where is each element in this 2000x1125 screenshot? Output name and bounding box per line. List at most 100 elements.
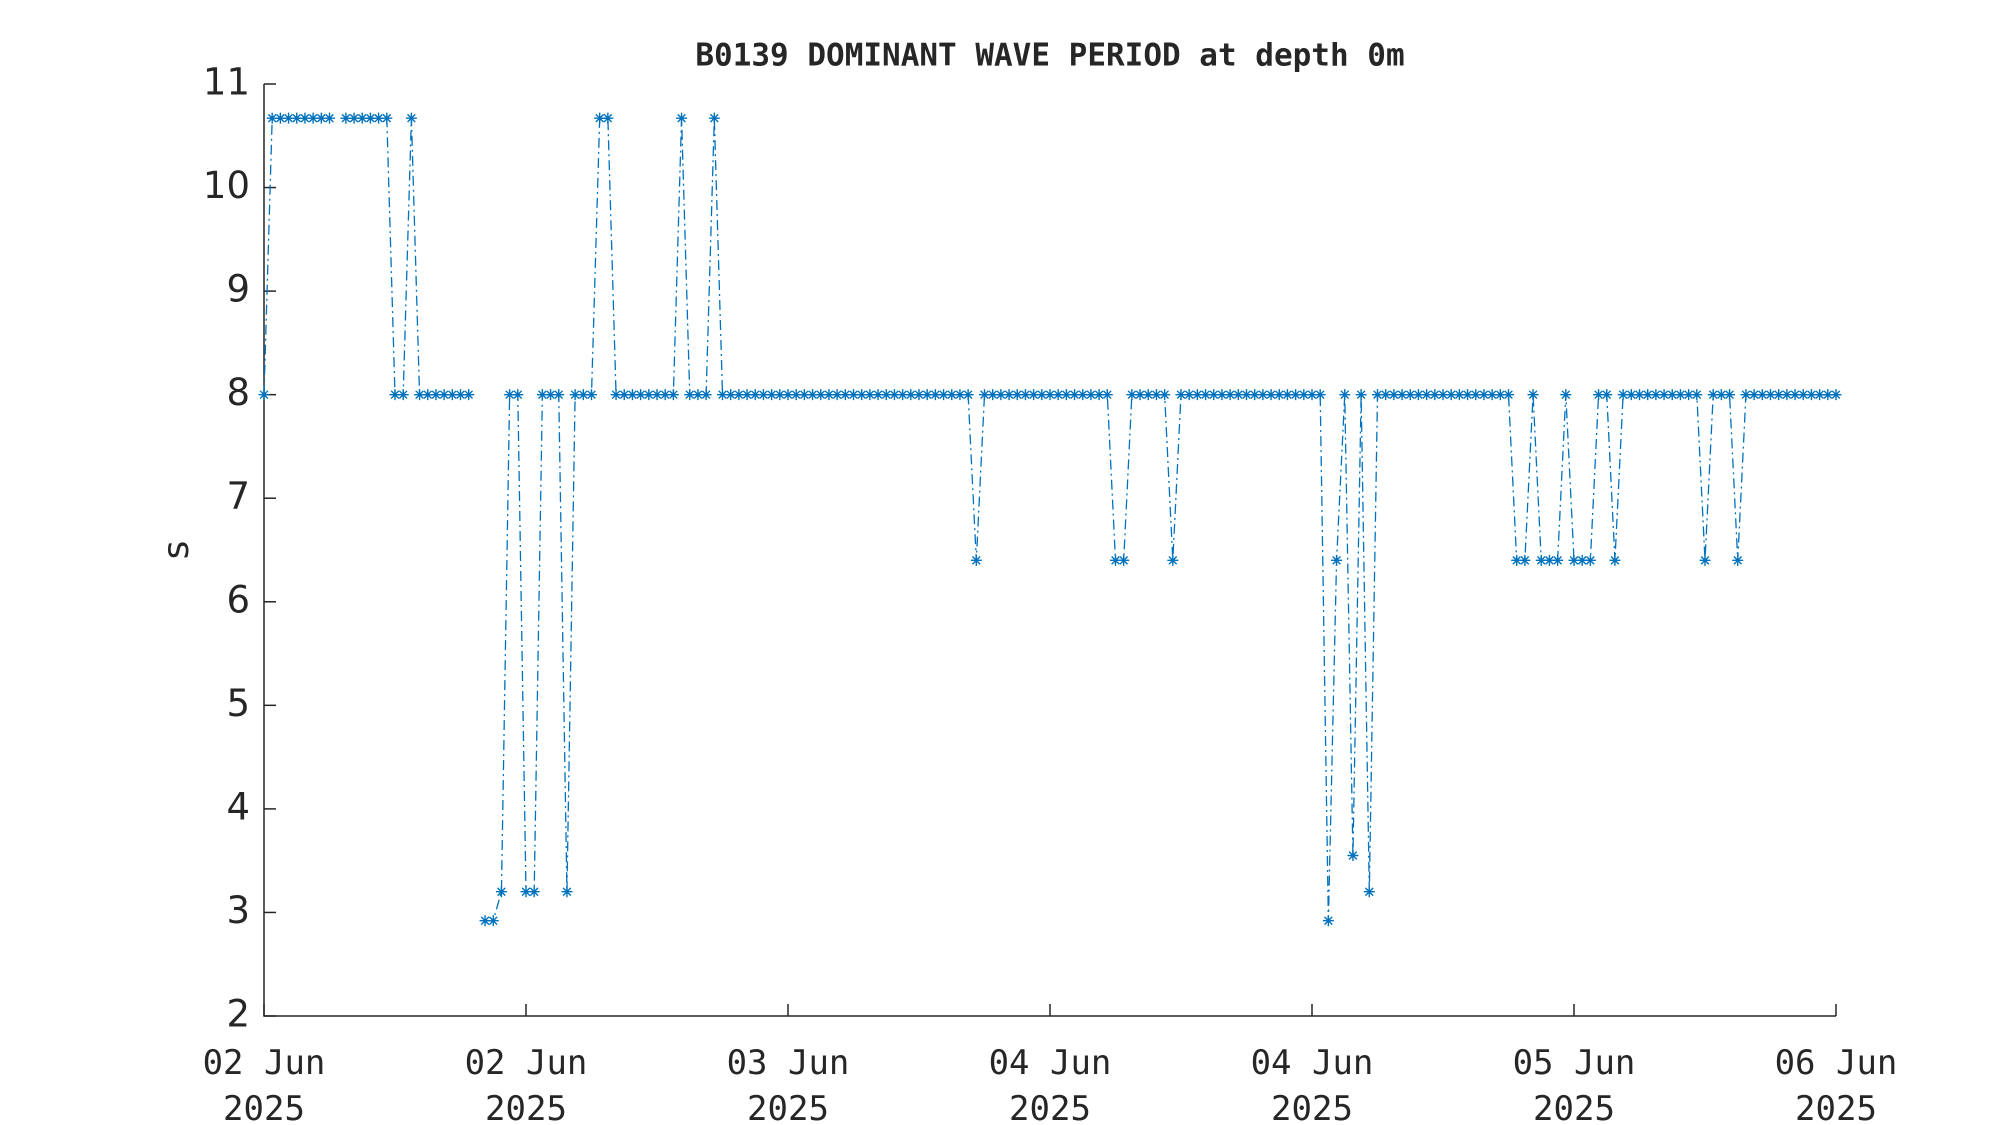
data-marker xyxy=(1732,554,1744,566)
data-marker xyxy=(1429,389,1441,401)
data-marker xyxy=(348,112,360,124)
data-marker xyxy=(1511,554,1523,566)
data-marker xyxy=(1273,389,1285,401)
data-marker xyxy=(1331,554,1343,566)
data-marker xyxy=(1724,389,1736,401)
data-marker xyxy=(823,389,835,401)
data-marker xyxy=(479,915,491,927)
data-marker xyxy=(1167,554,1179,566)
data-marker xyxy=(258,389,270,401)
data-marker xyxy=(856,389,868,401)
data-marker xyxy=(1019,389,1031,401)
data-marker xyxy=(1593,389,1605,401)
data-marker xyxy=(766,389,778,401)
data-marker xyxy=(1756,389,1768,401)
data-marker xyxy=(1609,554,1621,566)
y-tick-label: 8 xyxy=(226,371,250,414)
data-marker xyxy=(1208,389,1220,401)
data-marker xyxy=(946,389,958,401)
data-marker xyxy=(1740,389,1752,401)
data-marker xyxy=(1265,389,1277,401)
data-marker xyxy=(422,389,434,401)
data-marker xyxy=(1355,389,1367,401)
y-tick-label: 10 xyxy=(203,164,250,207)
data-marker xyxy=(848,389,859,401)
y-tick-label: 2 xyxy=(226,993,250,1036)
data-marker xyxy=(831,389,843,401)
data-marker xyxy=(340,112,352,124)
data-marker xyxy=(512,389,524,401)
chart-title: B0139 DOMINANT WAVE PERIOD at depth 0m xyxy=(695,38,1404,74)
data-marker xyxy=(888,389,900,401)
data-marker xyxy=(1216,389,1228,401)
data-marker xyxy=(1011,389,1023,401)
data-marker xyxy=(1249,389,1261,401)
data-marker xyxy=(356,112,368,124)
data-marker xyxy=(1404,389,1416,401)
data-marker xyxy=(1486,389,1498,401)
data-marker xyxy=(266,112,278,124)
data-marker xyxy=(1666,389,1678,401)
y-tick-label: 6 xyxy=(226,578,250,621)
data-marker xyxy=(1642,389,1654,401)
data-marker xyxy=(430,389,442,401)
x-tick-label: 05 Jun 2025 xyxy=(1512,1043,1636,1125)
data-marker xyxy=(1257,389,1269,401)
data-marker xyxy=(1584,554,1596,566)
data-marker xyxy=(667,389,679,401)
data-marker xyxy=(1797,389,1809,401)
data-marker xyxy=(1437,389,1449,401)
data-marker xyxy=(1535,554,1547,566)
data-marker xyxy=(815,389,827,401)
data-marker xyxy=(741,389,753,401)
data-marker xyxy=(1101,389,1113,401)
data-marker xyxy=(1200,389,1212,401)
y-tick-label: 11 xyxy=(203,61,250,104)
data-marker xyxy=(1028,389,1040,401)
data-marker xyxy=(1748,389,1760,401)
data-marker xyxy=(1290,389,1302,401)
data-marker xyxy=(1085,389,1097,401)
data-marker xyxy=(643,389,655,401)
data-marker xyxy=(708,112,720,124)
data-marker xyxy=(381,112,393,124)
data-marker xyxy=(872,389,884,401)
data-marker xyxy=(1527,389,1539,401)
y-tick-label: 5 xyxy=(226,682,250,725)
data-marker xyxy=(1396,389,1408,401)
data-marker xyxy=(373,112,385,124)
data-marker xyxy=(1814,389,1826,401)
data-marker xyxy=(1560,389,1572,401)
data-marker xyxy=(1191,389,1203,401)
data-marker xyxy=(1298,389,1310,401)
data-marker xyxy=(364,112,376,124)
data-marker xyxy=(1773,389,1785,401)
data-marker xyxy=(274,112,286,124)
data-marker xyxy=(1683,389,1695,401)
data-marker xyxy=(1126,389,1138,401)
data-marker xyxy=(455,389,466,401)
data-marker xyxy=(1789,389,1801,401)
data-marker xyxy=(1241,389,1252,401)
data-marker xyxy=(987,389,999,401)
data-marker xyxy=(1805,389,1817,401)
x-tick-label: 02 Jun 2025 xyxy=(202,1043,326,1125)
data-marker xyxy=(749,389,761,401)
data-marker xyxy=(446,389,458,401)
data-marker xyxy=(921,389,933,401)
data-marker xyxy=(1118,554,1130,566)
data-marker xyxy=(1372,389,1383,401)
data-marker xyxy=(970,554,982,566)
data-marker xyxy=(553,389,565,401)
data-marker xyxy=(602,112,614,124)
data-marker xyxy=(1347,849,1359,861)
data-marker xyxy=(1462,389,1474,401)
y-tick-label: 7 xyxy=(226,475,250,518)
data-marker xyxy=(1650,389,1662,401)
data-marker xyxy=(1314,389,1326,401)
data-marker xyxy=(1453,389,1465,401)
data-marker xyxy=(1699,554,1711,566)
data-marker xyxy=(1421,389,1433,401)
